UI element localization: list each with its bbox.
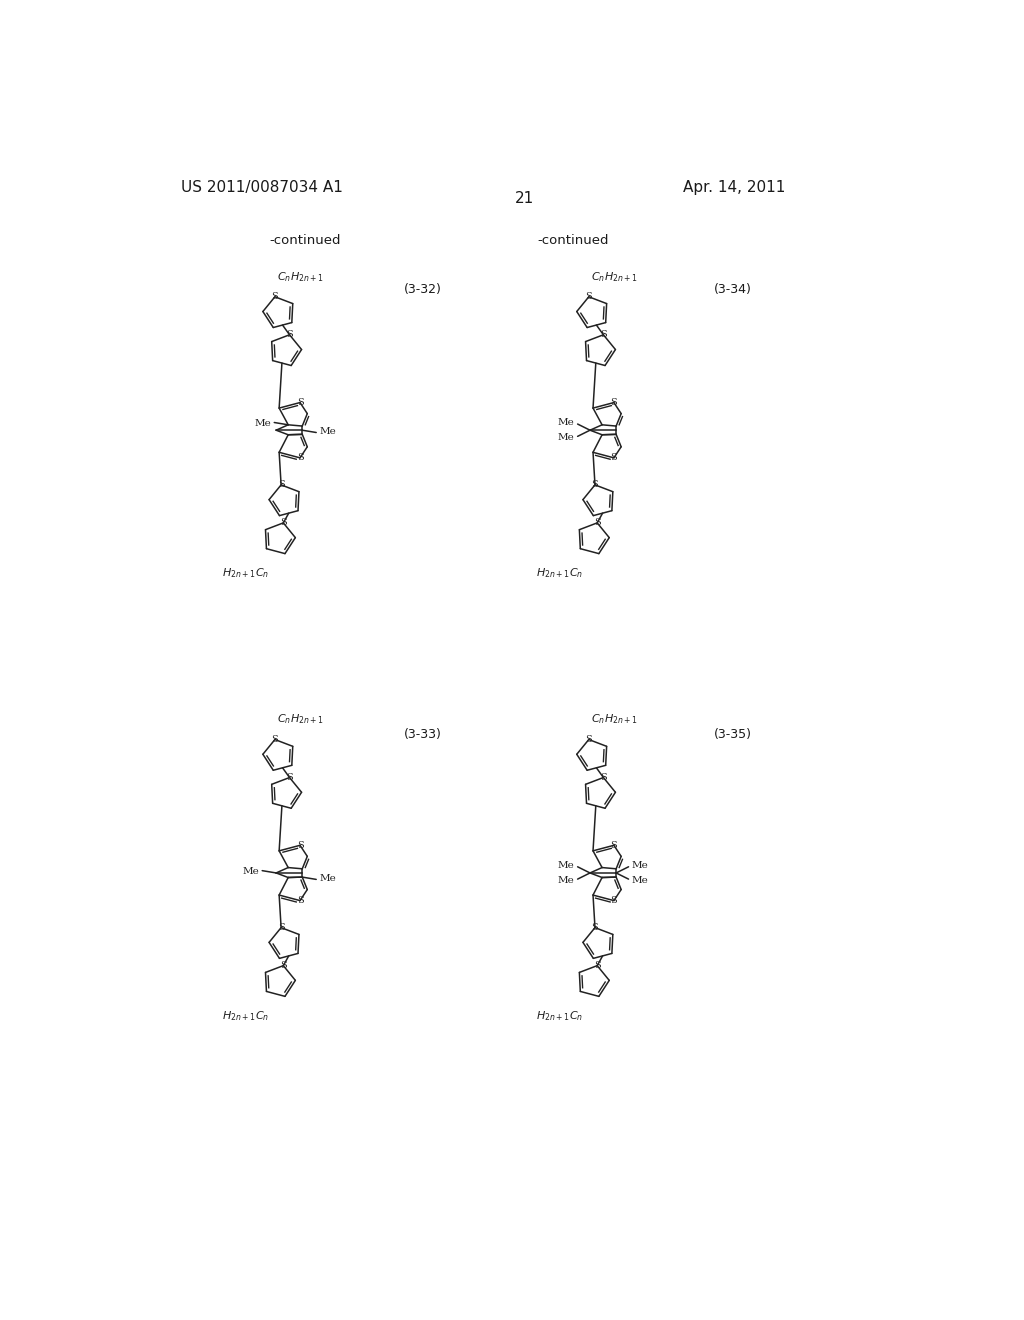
Text: S: S: [286, 330, 293, 339]
Text: S: S: [271, 735, 279, 744]
Text: Me: Me: [558, 418, 574, 426]
Text: S: S: [278, 923, 285, 932]
Text: Me: Me: [319, 874, 336, 883]
Text: S: S: [610, 896, 617, 906]
Text: Me: Me: [254, 418, 271, 428]
Text: S: S: [586, 292, 592, 301]
Text: S: S: [610, 399, 617, 407]
Text: $C_nH_{2n+1}$: $C_nH_{2n+1}$: [278, 269, 325, 284]
Text: $H_{2n+1}C_n$: $H_{2n+1}C_n$: [537, 1010, 584, 1023]
Text: S: S: [280, 519, 287, 528]
Text: Me: Me: [632, 876, 648, 886]
Text: $H_{2n+1}C_n$: $H_{2n+1}C_n$: [537, 566, 584, 581]
Text: Me: Me: [558, 876, 574, 886]
Text: S: S: [592, 480, 598, 490]
Text: (3-32): (3-32): [403, 284, 441, 296]
Text: US 2011/0087034 A1: US 2011/0087034 A1: [180, 180, 343, 195]
Text: S: S: [297, 453, 303, 462]
Text: Me: Me: [243, 867, 259, 876]
Text: S: S: [278, 480, 285, 490]
Text: Apr. 14, 2011: Apr. 14, 2011: [683, 180, 785, 195]
Text: -continued: -continued: [538, 234, 609, 247]
Text: S: S: [271, 292, 279, 301]
Text: Me: Me: [558, 861, 574, 870]
Text: (3-33): (3-33): [403, 729, 441, 742]
Text: S: S: [297, 896, 303, 906]
Text: $C_nH_{2n+1}$: $C_nH_{2n+1}$: [278, 713, 325, 726]
Text: S: S: [286, 774, 293, 781]
Text: S: S: [600, 330, 607, 339]
Text: S: S: [297, 399, 303, 407]
Text: S: S: [594, 519, 601, 528]
Text: $C_nH_{2n+1}$: $C_nH_{2n+1}$: [591, 713, 638, 726]
Text: $H_{2n+1}C_n$: $H_{2n+1}C_n$: [222, 566, 269, 581]
Text: (3-34): (3-34): [714, 284, 752, 296]
Text: S: S: [610, 453, 617, 462]
Text: S: S: [592, 923, 598, 932]
Text: S: S: [586, 735, 592, 744]
Text: 21: 21: [515, 191, 535, 206]
Text: $H_{2n+1}C_n$: $H_{2n+1}C_n$: [222, 1010, 269, 1023]
Text: S: S: [280, 961, 287, 970]
Text: Me: Me: [632, 861, 648, 870]
Text: -continued: -continued: [269, 234, 340, 247]
Text: S: S: [610, 841, 617, 850]
Text: S: S: [594, 961, 601, 970]
Text: Me: Me: [319, 428, 336, 436]
Text: $C_nH_{2n+1}$: $C_nH_{2n+1}$: [591, 269, 638, 284]
Text: S: S: [297, 841, 303, 850]
Text: (3-35): (3-35): [714, 729, 752, 742]
Text: Me: Me: [558, 433, 574, 442]
Text: S: S: [600, 774, 607, 781]
